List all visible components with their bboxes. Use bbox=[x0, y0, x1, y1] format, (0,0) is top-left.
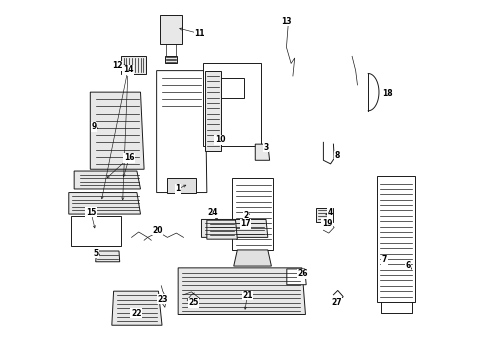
Text: 26: 26 bbox=[297, 269, 307, 278]
Polygon shape bbox=[203, 63, 260, 146]
Polygon shape bbox=[167, 178, 196, 193]
Text: 25: 25 bbox=[188, 298, 198, 307]
Polygon shape bbox=[156, 71, 206, 193]
Polygon shape bbox=[90, 92, 144, 169]
Text: 9: 9 bbox=[91, 122, 96, 131]
Text: 3: 3 bbox=[263, 143, 268, 152]
Text: 14: 14 bbox=[122, 65, 133, 74]
Text: 16: 16 bbox=[123, 154, 134, 163]
Polygon shape bbox=[233, 250, 271, 266]
Polygon shape bbox=[121, 56, 145, 74]
Text: 1: 1 bbox=[175, 184, 181, 193]
Text: 13: 13 bbox=[281, 17, 291, 26]
Text: 24: 24 bbox=[207, 208, 218, 217]
Text: 4: 4 bbox=[326, 208, 332, 217]
Text: 12: 12 bbox=[112, 62, 122, 71]
Polygon shape bbox=[219, 78, 244, 98]
Polygon shape bbox=[316, 208, 333, 222]
Text: 5: 5 bbox=[94, 249, 99, 258]
Text: 19: 19 bbox=[321, 219, 331, 228]
Text: 18: 18 bbox=[382, 89, 392, 98]
Polygon shape bbox=[204, 71, 221, 151]
Text: 22: 22 bbox=[131, 309, 141, 318]
Polygon shape bbox=[286, 269, 305, 285]
Text: 7: 7 bbox=[381, 255, 386, 264]
Polygon shape bbox=[376, 176, 414, 302]
Polygon shape bbox=[255, 144, 269, 160]
Text: 6: 6 bbox=[404, 261, 409, 270]
Text: 15: 15 bbox=[86, 208, 96, 217]
Text: 17: 17 bbox=[240, 219, 250, 228]
Text: 14: 14 bbox=[122, 66, 133, 75]
Polygon shape bbox=[164, 56, 177, 63]
Text: 20: 20 bbox=[152, 226, 163, 235]
Text: 27: 27 bbox=[331, 298, 342, 307]
Polygon shape bbox=[70, 216, 121, 246]
Polygon shape bbox=[201, 220, 267, 237]
Text: 11: 11 bbox=[194, 29, 204, 38]
Polygon shape bbox=[206, 220, 237, 239]
Text: 21: 21 bbox=[242, 291, 252, 300]
Text: 23: 23 bbox=[157, 294, 168, 303]
Text: 16: 16 bbox=[123, 153, 134, 162]
Polygon shape bbox=[112, 291, 162, 325]
Polygon shape bbox=[160, 15, 182, 44]
Polygon shape bbox=[69, 193, 140, 214]
Text: 8: 8 bbox=[334, 151, 339, 160]
Polygon shape bbox=[74, 171, 140, 189]
Polygon shape bbox=[96, 251, 120, 262]
Text: 2: 2 bbox=[243, 211, 248, 220]
Polygon shape bbox=[231, 178, 273, 250]
Text: 10: 10 bbox=[214, 135, 225, 144]
Polygon shape bbox=[178, 268, 305, 315]
